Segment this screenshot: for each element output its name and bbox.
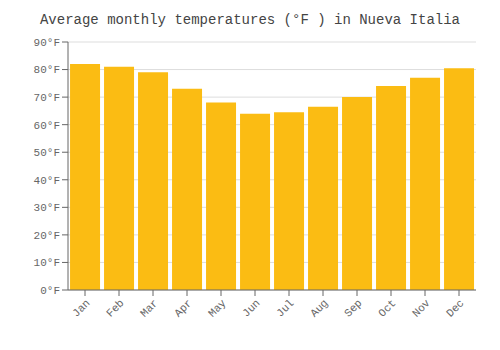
- svg-text:Jul: Jul: [274, 297, 296, 319]
- svg-text:30°F: 30°F: [34, 202, 60, 214]
- svg-text:80°F: 80°F: [34, 64, 60, 76]
- svg-text:Jan: Jan: [70, 297, 92, 319]
- svg-text:Nov: Nov: [410, 297, 433, 320]
- svg-text:Jun: Jun: [240, 297, 262, 319]
- html-text:Average monthly temperatures (: Average monthly temperatures (°F ) in Nu…: [40, 12, 460, 28]
- svg-text:70°F: 70°F: [34, 92, 60, 104]
- svg-text:90°F: 90°F: [34, 37, 60, 49]
- svg-text:Aug: Aug: [308, 297, 330, 319]
- svg-text:20°F: 20°F: [34, 230, 60, 242]
- svg-text:50°F: 50°F: [34, 147, 60, 159]
- svg-text:10°F: 10°F: [34, 257, 60, 269]
- svg-text:Sep: Sep: [342, 297, 364, 319]
- svg-text:May: May: [206, 297, 229, 320]
- svg-text:Mar: Mar: [138, 297, 160, 319]
- svg-text:Dec: Dec: [444, 297, 466, 319]
- svg-text:60°F: 60°F: [34, 120, 60, 132]
- svg-text:Oct: Oct: [376, 297, 398, 319]
- svg-text:Feb: Feb: [104, 297, 126, 319]
- svg-text:Apr: Apr: [172, 297, 194, 319]
- svg-text:40°F: 40°F: [34, 175, 60, 187]
- svg-text:0°F: 0°F: [40, 285, 60, 297]
